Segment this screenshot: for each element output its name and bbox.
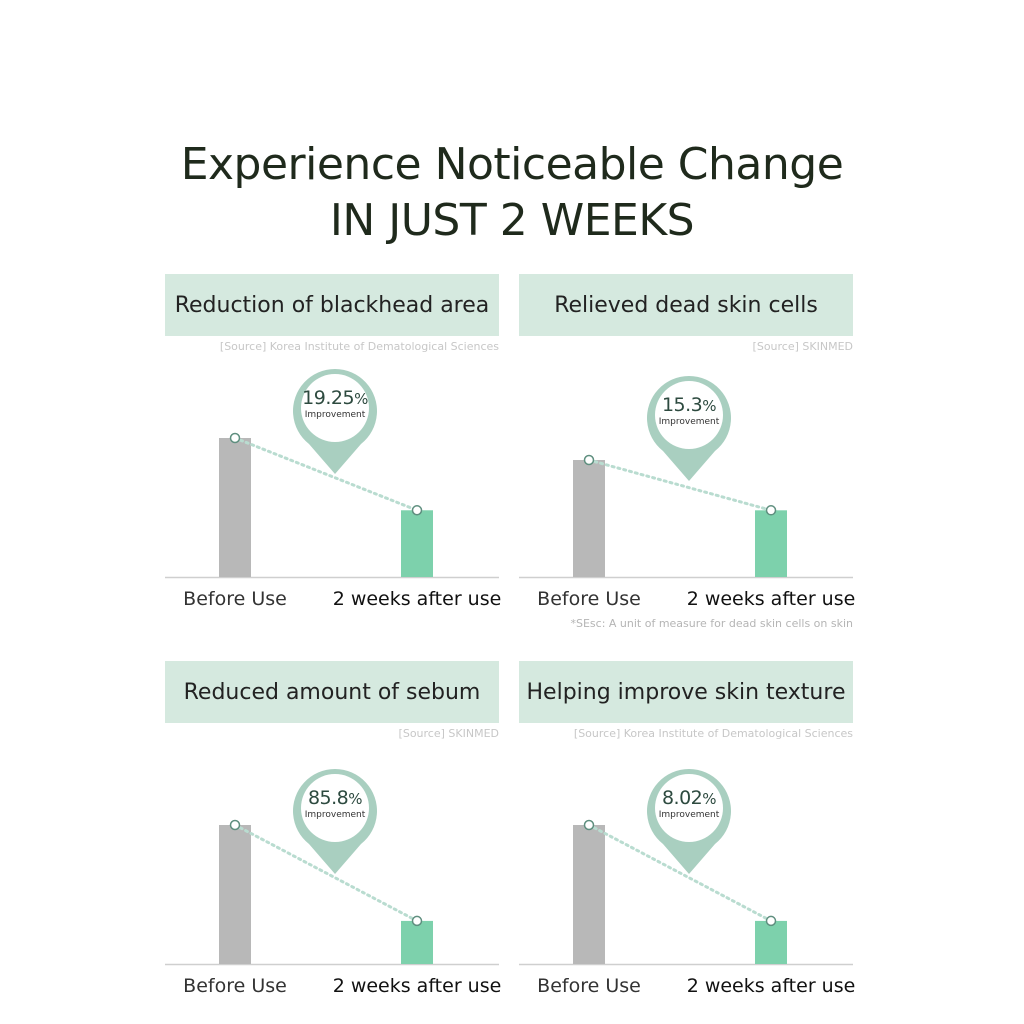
chart-source: [Source] SKINMED — [752, 340, 853, 353]
improvement-label: Improvement — [304, 810, 366, 820]
trend-line — [233, 823, 419, 923]
point-before-use — [583, 454, 595, 466]
trend-line — [587, 823, 773, 923]
improvement-unit: % — [348, 790, 363, 808]
improvement-number: 15.3 — [661, 394, 703, 416]
point-after-use — [411, 505, 423, 516]
point-before-use — [583, 819, 595, 831]
chart-source: [Source] Korea Institute of Dematologica… — [573, 727, 853, 740]
chart-panel-texture: Helping improve skin texture [Source] Kor… — [519, 661, 856, 1021]
x-label-before-use: Before Use — [537, 975, 641, 997]
x-label-after-use: 2 weeks after use — [332, 588, 502, 610]
improvement-value: 15.3% — [645, 394, 733, 416]
x-label-before-use: Before Use — [183, 588, 287, 610]
chart-title: Reduced amount of sebum — [165, 661, 499, 723]
map-pin-icon — [293, 769, 377, 874]
improvement-pin: 8.02% Improvement — [645, 766, 733, 874]
bar-after-use — [755, 920, 787, 964]
point-before-use — [229, 432, 241, 444]
improvement-number: 8.02 — [661, 787, 703, 809]
bar-before-use — [219, 825, 251, 964]
chart-title: Relieved dead skin cells — [519, 274, 853, 336]
point-after-use — [765, 505, 777, 516]
improvement-unit: % — [354, 390, 368, 408]
chart-panel-dead-skin: Relieved dead skin cells [Source] SKINMED… — [519, 274, 856, 634]
chart-plot — [519, 454, 853, 579]
x-label-after-use: 2 weeks after use — [686, 588, 856, 610]
map-pin-icon — [293, 369, 377, 474]
page-title: Experience Noticeable Change — [180, 139, 844, 190]
improvement-value: 8.02% — [645, 787, 733, 809]
point-after-use — [411, 915, 423, 927]
chart-title: Helping improve skin texture — [519, 661, 853, 723]
page-subtitle: IN JUST 2 WEEKS — [329, 195, 695, 246]
bar-before-use — [573, 825, 605, 964]
improvement-value: 19.25% — [291, 387, 379, 409]
improvement-unit: % — [702, 790, 717, 808]
chart-plot — [165, 819, 499, 966]
x-label-after-use: 2 weeks after use — [686, 975, 856, 997]
bar-after-use — [755, 510, 787, 577]
chart-source: [Source] Korea Institute of Dematologica… — [219, 340, 499, 353]
chart-title: Reduction of blackhead area — [165, 274, 499, 336]
trend-line — [587, 458, 773, 512]
improvement-value: 85.8% — [291, 787, 379, 809]
chart-panel-blackhead: Reduction of blackhead area [Source] Kore… — [165, 274, 502, 634]
point-before-use — [229, 819, 241, 831]
chart-plot — [519, 819, 853, 966]
improvement-label: Improvement — [658, 417, 720, 427]
chart-footnote: *SEsc: A unit of measure for dead skin c… — [570, 617, 853, 630]
improvement-number: 19.25 — [302, 387, 355, 409]
point-after-use — [765, 915, 777, 927]
improvement-label: Improvement — [658, 810, 720, 820]
x-label-before-use: Before Use — [537, 588, 641, 610]
trend-line — [233, 436, 419, 512]
improvement-pin: 85.8% Improvement — [291, 766, 379, 874]
improvement-pin: 19.25% Improvement — [291, 366, 379, 474]
chart-panel-sebum: Reduced amount of sebum [Source] SKINMED B… — [165, 661, 502, 1021]
chart-source: [Source] SKINMED — [398, 727, 499, 740]
improvement-label: Improvement — [304, 410, 366, 420]
improvement-number: 85.8 — [307, 787, 349, 809]
map-pin-icon — [647, 376, 731, 481]
bar-before-use — [573, 460, 605, 577]
map-pin-icon — [647, 769, 731, 874]
improvement-pin: 15.3% Improvement — [645, 373, 733, 481]
bar-after-use — [401, 510, 433, 577]
x-label-after-use: 2 weeks after use — [332, 975, 502, 997]
x-label-before-use: Before Use — [183, 975, 287, 997]
chart-plot — [165, 432, 499, 579]
improvement-unit: % — [702, 397, 717, 415]
bar-before-use — [219, 438, 251, 577]
bar-after-use — [401, 920, 433, 964]
